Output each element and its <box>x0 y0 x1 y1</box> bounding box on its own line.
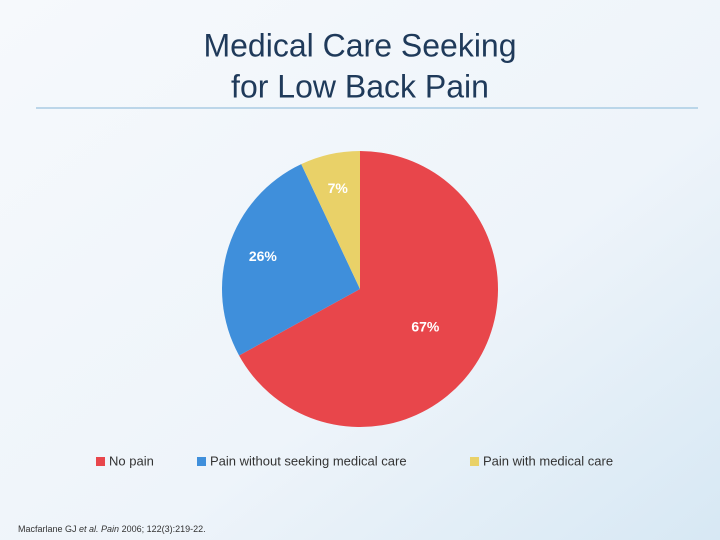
citation-part: et al. Pain <box>79 524 119 534</box>
data-label: 67% <box>411 318 440 334</box>
data-label: 7% <box>328 180 349 196</box>
pie-slice <box>301 151 360 289</box>
legend-label: No pain <box>109 453 154 468</box>
legend-swatch <box>470 457 479 466</box>
citation-part: 2006; 122(3):219-22. <box>119 524 206 534</box>
legend-label: Pain without seeking medical care <box>210 453 407 468</box>
legend-swatch <box>197 457 206 466</box>
legend-label: Pain with medical care <box>483 453 613 468</box>
title-line: for Low Back Pain <box>231 68 489 104</box>
pie-slice <box>239 151 498 427</box>
pie-slice <box>222 164 360 356</box>
data-label: 26% <box>249 248 278 264</box>
citation: Macfarlane GJ et al. Pain 2006; 122(3):2… <box>18 524 206 534</box>
citation-part: Macfarlane GJ <box>18 524 79 534</box>
legend-swatch <box>96 457 105 466</box>
title-line: Medical Care Seeking <box>203 27 516 63</box>
